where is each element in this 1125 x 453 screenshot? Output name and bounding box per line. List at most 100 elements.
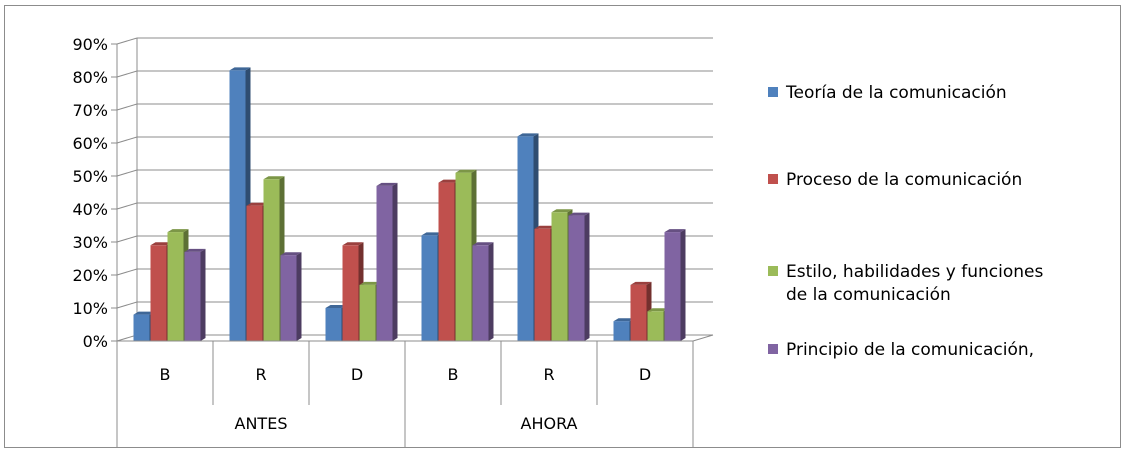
bar-top: [133, 311, 155, 315]
bar-side: [296, 252, 302, 341]
bar: [472, 242, 494, 341]
bar-front: [568, 215, 585, 341]
y-tick-label: 30%: [72, 233, 108, 252]
x-category-label: R: [255, 365, 266, 384]
plot-walls: [116, 38, 714, 342]
legend-label: Estilo, habilidades y funciones: [786, 262, 1043, 282]
gridline-side: [116, 268, 138, 276]
gridline-side: [116, 169, 138, 177]
gridline-side: [116, 103, 138, 111]
bar: [664, 229, 686, 341]
bar-top: [325, 305, 347, 308]
bar: [568, 212, 590, 341]
x-group-label: AHORA: [521, 414, 578, 433]
legend-label: Teoría de la comunicación: [785, 83, 1007, 103]
bar-top: [421, 232, 443, 236]
y-tick-label: 60%: [72, 134, 108, 153]
bar-front: [342, 245, 359, 341]
bar-top: [664, 229, 686, 233]
x-category-label: B: [160, 365, 171, 384]
x-group-label: ANTES: [235, 414, 288, 433]
bar-front: [438, 182, 455, 341]
bar-front: [229, 70, 246, 342]
bar-top: [568, 212, 590, 216]
gridlines: [116, 37, 713, 309]
x-category-label: D: [351, 365, 363, 384]
bar-top: [167, 229, 189, 233]
bar-top: [613, 318, 635, 322]
bar-front: [376, 185, 393, 341]
bar-side: [200, 248, 206, 341]
legend-label: Proceso de la comunicación: [786, 170, 1022, 190]
gridline-side: [116, 301, 138, 309]
bar-front: [133, 314, 150, 341]
bar-front: [280, 255, 297, 341]
bar-front: [359, 284, 376, 341]
bar-side: [584, 212, 590, 341]
legend-swatch: [768, 174, 778, 184]
bar-side: [488, 242, 494, 341]
bars: [133, 67, 686, 342]
y-tick-label: 0%: [83, 332, 108, 351]
bar-front: [517, 136, 534, 341]
bar-top: [263, 176, 285, 180]
bar: [376, 182, 398, 341]
bar-front: [167, 232, 184, 341]
bar-top: [438, 179, 460, 183]
bar-top: [150, 242, 172, 246]
bar-front: [246, 205, 263, 341]
legend-label: Principio de la comunicación,: [786, 340, 1034, 360]
bar: [184, 248, 206, 341]
gridline-side: [116, 136, 138, 144]
bar-front: [150, 245, 167, 341]
bar-top: [630, 281, 652, 285]
bar-front: [647, 311, 664, 341]
gridline-side: [116, 235, 138, 243]
legend: Teoría de la comunicación Proceso de la c…: [768, 83, 1043, 360]
floor-right-edge: [692, 334, 714, 342]
y-axis: 0% 10% 20% 30% 40% 50% 60% 70% 80% 90%: [72, 35, 118, 351]
bar-top: [472, 242, 494, 246]
y-tick-label: 20%: [72, 266, 108, 285]
gridline-side: [116, 202, 138, 210]
bar-front: [664, 232, 681, 341]
x-axis: B R D B R D ANTES AHORA: [116, 340, 694, 447]
y-tick-label: 50%: [72, 167, 108, 186]
bar-top: [534, 225, 556, 229]
bar: [280, 252, 302, 341]
bar-front: [534, 228, 551, 341]
x-category-label: R: [543, 365, 554, 384]
legend-swatch: [768, 87, 778, 97]
bar-front: [551, 212, 568, 341]
bar-front: [325, 308, 342, 341]
bar-front: [263, 179, 280, 341]
bar-top: [517, 133, 539, 137]
y-tick-label: 40%: [72, 200, 108, 219]
y-tick-label: 80%: [72, 68, 108, 87]
bar-top: [359, 281, 381, 285]
bar-front: [455, 172, 472, 341]
bar-top: [455, 169, 477, 173]
bar-front: [630, 284, 647, 341]
bar-front: [184, 251, 201, 341]
bar-front: [421, 235, 438, 341]
y-tick-label: 10%: [72, 299, 108, 318]
bar-top: [280, 252, 302, 256]
x-category-label: D: [639, 365, 651, 384]
x-category-label: B: [448, 365, 459, 384]
legend-label: de la comunicación: [786, 285, 951, 305]
bar-side: [680, 229, 686, 341]
bar-top: [342, 242, 364, 246]
bar-side: [392, 182, 398, 341]
legend-swatch: [768, 344, 778, 354]
bar-top: [647, 308, 669, 312]
bar-top: [246, 202, 268, 206]
gridline-side: [116, 37, 138, 45]
y-tick-label: 70%: [72, 101, 108, 120]
gridline-side: [116, 70, 138, 78]
bar-front: [613, 321, 630, 341]
chart-border: [4, 5, 1121, 448]
bar-top: [376, 182, 398, 186]
